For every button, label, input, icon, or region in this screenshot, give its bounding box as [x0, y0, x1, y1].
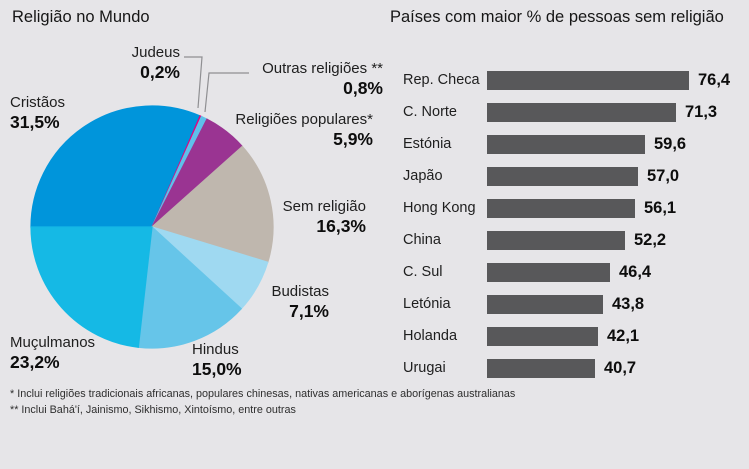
bar-row: Hong Kong 56,1	[403, 192, 749, 224]
bar-category-label: C. Norte	[403, 104, 457, 120]
bar-row: Holanda 42,1	[403, 320, 749, 352]
bar-chart-rows: Rep. Checa 76,4 C. Norte 71,3 Estónia 59,6 Jap…	[403, 64, 749, 384]
bar-value-label: 71,3	[685, 102, 718, 121]
bar-category-label: Rep. Checa	[403, 72, 480, 88]
bar-category-label: Holanda	[403, 328, 458, 344]
bar	[487, 358, 595, 378]
bar	[487, 198, 635, 218]
slice-value: 7,1%	[289, 301, 329, 321]
slice-name: Budistas	[271, 283, 329, 300]
slice-value: 0,8%	[343, 78, 383, 98]
pie-slice-crist-os	[30, 105, 201, 228]
bar-row: Urugai 40,7	[403, 352, 749, 384]
pie-label-religioes-populares: Religiões populares* 5,9%	[193, 111, 373, 150]
slice-name: Judeus	[131, 44, 180, 61]
bar-row: C. Norte 71,3	[403, 96, 749, 128]
pie-slice-sem-religi-o	[150, 145, 274, 263]
pie-chart-title: Religião no Mundo	[12, 8, 150, 26]
bar-row: Letónia 43,8	[403, 288, 749, 320]
pie-label-hindus: Hindus 15,0%	[192, 341, 242, 380]
slice-name: Sem religião	[282, 198, 366, 215]
bar	[487, 262, 610, 282]
bar	[487, 294, 603, 314]
slice-name: Hindus	[192, 341, 239, 358]
bar-chart-title: Países com maior % de pessoas sem religi…	[390, 8, 724, 26]
bar-row: China 52,2	[403, 224, 749, 256]
bar-value-label: 42,1	[607, 326, 640, 345]
pie-label-judeus: Judeus 0,2%	[90, 44, 180, 83]
pie-chart	[30, 105, 274, 349]
bar	[487, 326, 598, 346]
bar	[487, 102, 676, 122]
pie-label-muculmanos: Muçulmanos 23,2%	[10, 334, 95, 373]
slice-value: 31,5%	[10, 112, 60, 132]
bar-row: Rep. Checa 76,4	[403, 64, 749, 96]
bar-value-label: 52,2	[634, 230, 667, 249]
bar-row: C. Sul 46,4	[403, 256, 749, 288]
bar-category-label: China	[403, 232, 441, 248]
slice-value: 23,2%	[10, 352, 60, 372]
slice-name: Outras religiões **	[262, 60, 383, 77]
bar-category-label: Japão	[403, 168, 443, 184]
bar-row: Japão 57,0	[403, 160, 749, 192]
bar	[487, 230, 625, 250]
slice-name: Muçulmanos	[10, 334, 96, 351]
slice-name: Religiões populares*	[235, 111, 373, 128]
bar-category-label: Letónia	[403, 296, 451, 312]
bar-category-label: Estónia	[403, 136, 452, 152]
slice-value: 16,3%	[316, 216, 366, 236]
bar-value-label: 56,1	[644, 198, 677, 217]
judeus-leader-line	[184, 56, 203, 109]
slice-value: 0,2%	[140, 62, 180, 82]
pie-label-cristaos: Cristãos 31,5%	[10, 94, 65, 133]
bar-value-label: 57,0	[647, 166, 680, 185]
pie-slice-hindus	[137, 225, 243, 349]
slice-name: Cristãos	[10, 94, 66, 111]
bar-value-label: 43,8	[612, 294, 645, 313]
bar	[487, 134, 645, 154]
bar-value-label: 59,6	[654, 134, 687, 153]
footnote-popular-religions: * Inclui religiões tradicionais africana…	[10, 388, 516, 400]
bar	[487, 166, 638, 186]
pie-slice-mu-ulmanos	[30, 226, 153, 348]
bar	[487, 70, 689, 90]
bar-category-label: Urugai	[403, 360, 446, 376]
bar-value-label: 40,7	[604, 358, 637, 377]
bar-value-label: 76,4	[698, 70, 731, 89]
pie-label-sem-religiao: Sem religião 16,3%	[216, 198, 366, 237]
pie-label-outras-religioes: Outras religiões ** 0,8%	[203, 60, 383, 99]
slice-value: 5,9%	[333, 129, 373, 149]
bar-row: Estónia 59,6	[403, 128, 749, 160]
pie-label-budistas: Budistas 7,1%	[179, 283, 329, 322]
bar-value-label: 46,4	[619, 262, 652, 281]
footnote-other-religions: ** Inclui Bahá'í, Jainismo, Sikhismo, Xi…	[10, 404, 296, 416]
slice-value: 15,0%	[192, 359, 242, 379]
bar-category-label: Hong Kong	[403, 200, 476, 216]
bar-category-label: C. Sul	[403, 264, 443, 280]
